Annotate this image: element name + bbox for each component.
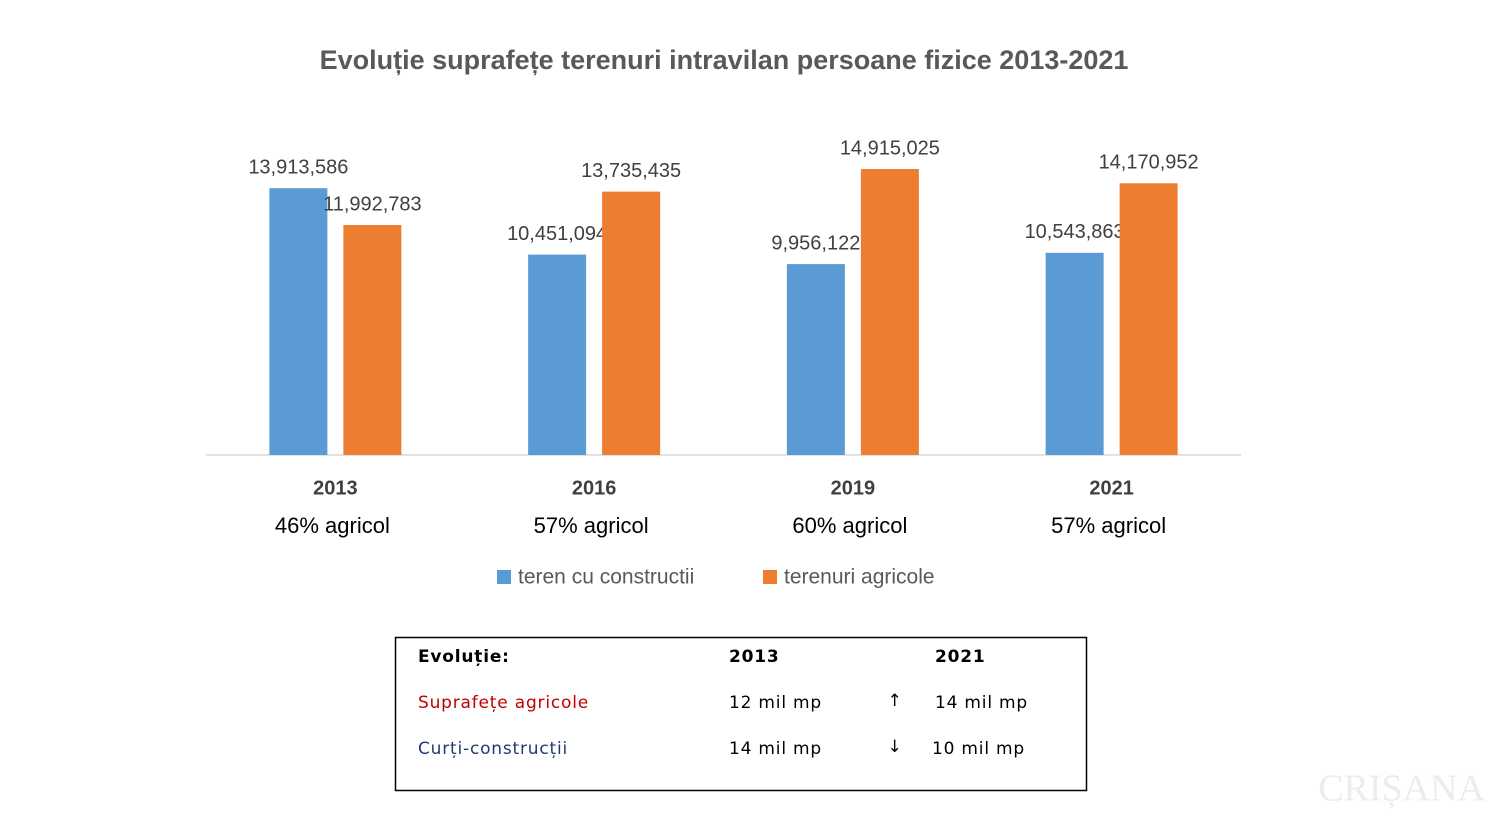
data-label: 14,915,025 xyxy=(840,137,940,159)
table-cell: 10 mil mp xyxy=(932,739,1025,759)
legend-label: terenuri agricole xyxy=(784,566,935,589)
chart-title: Evoluție suprafețe terenuri intravilan p… xyxy=(320,45,1129,75)
legend-swatch xyxy=(497,570,511,584)
table-header: 2013 xyxy=(729,647,780,667)
table-header: 2021 xyxy=(935,647,986,667)
trend-arrow: ↓ xyxy=(887,737,902,757)
bar xyxy=(1045,252,1104,455)
bar xyxy=(786,264,845,455)
x-tick-label: 2021 xyxy=(1089,477,1134,499)
category-note: 57% agricol xyxy=(1051,513,1166,538)
legend-label: teren cu constructii xyxy=(518,566,694,589)
summary-table: Evoluție: 2013 2021 Suprafețe agricole 1… xyxy=(394,636,1088,792)
data-label: 14,170,952 xyxy=(1099,152,1199,174)
data-label: 10,543,863 xyxy=(1025,221,1125,243)
trend-arrow: ↑ xyxy=(887,691,902,711)
bar xyxy=(343,225,402,455)
table-cell: 14 mil mp xyxy=(935,693,1028,713)
data-label: 10,451,094 xyxy=(507,223,607,245)
category-note: 60% agricol xyxy=(792,513,907,538)
row-label: Suprafețe agricole xyxy=(418,693,589,713)
row-label: Curți-construcții xyxy=(418,739,568,759)
watermark: CRIȘANA xyxy=(1318,768,1485,810)
table-border xyxy=(394,636,1088,792)
data-label: 11,992,783 xyxy=(323,193,422,215)
category-note: 46% agricol xyxy=(275,513,390,538)
x-tick-label: 2013 xyxy=(313,477,358,499)
x-tick-label: 2019 xyxy=(831,477,876,499)
bar xyxy=(860,169,919,455)
x-tick-label: 2016 xyxy=(572,477,617,499)
table-cell: 12 mil mp xyxy=(729,693,822,713)
table-cell: 14 mil mp xyxy=(729,739,822,759)
data-label: 9,956,122 xyxy=(771,232,860,254)
legend-swatch xyxy=(763,570,777,584)
bar xyxy=(1119,183,1178,455)
bar xyxy=(528,254,587,455)
table-header: Evoluție: xyxy=(418,647,510,667)
data-label: 13,735,435 xyxy=(581,160,681,182)
bar xyxy=(602,191,661,455)
bar xyxy=(269,188,328,455)
data-label: 13,913,586 xyxy=(248,156,348,178)
category-note: 57% agricol xyxy=(534,513,649,538)
